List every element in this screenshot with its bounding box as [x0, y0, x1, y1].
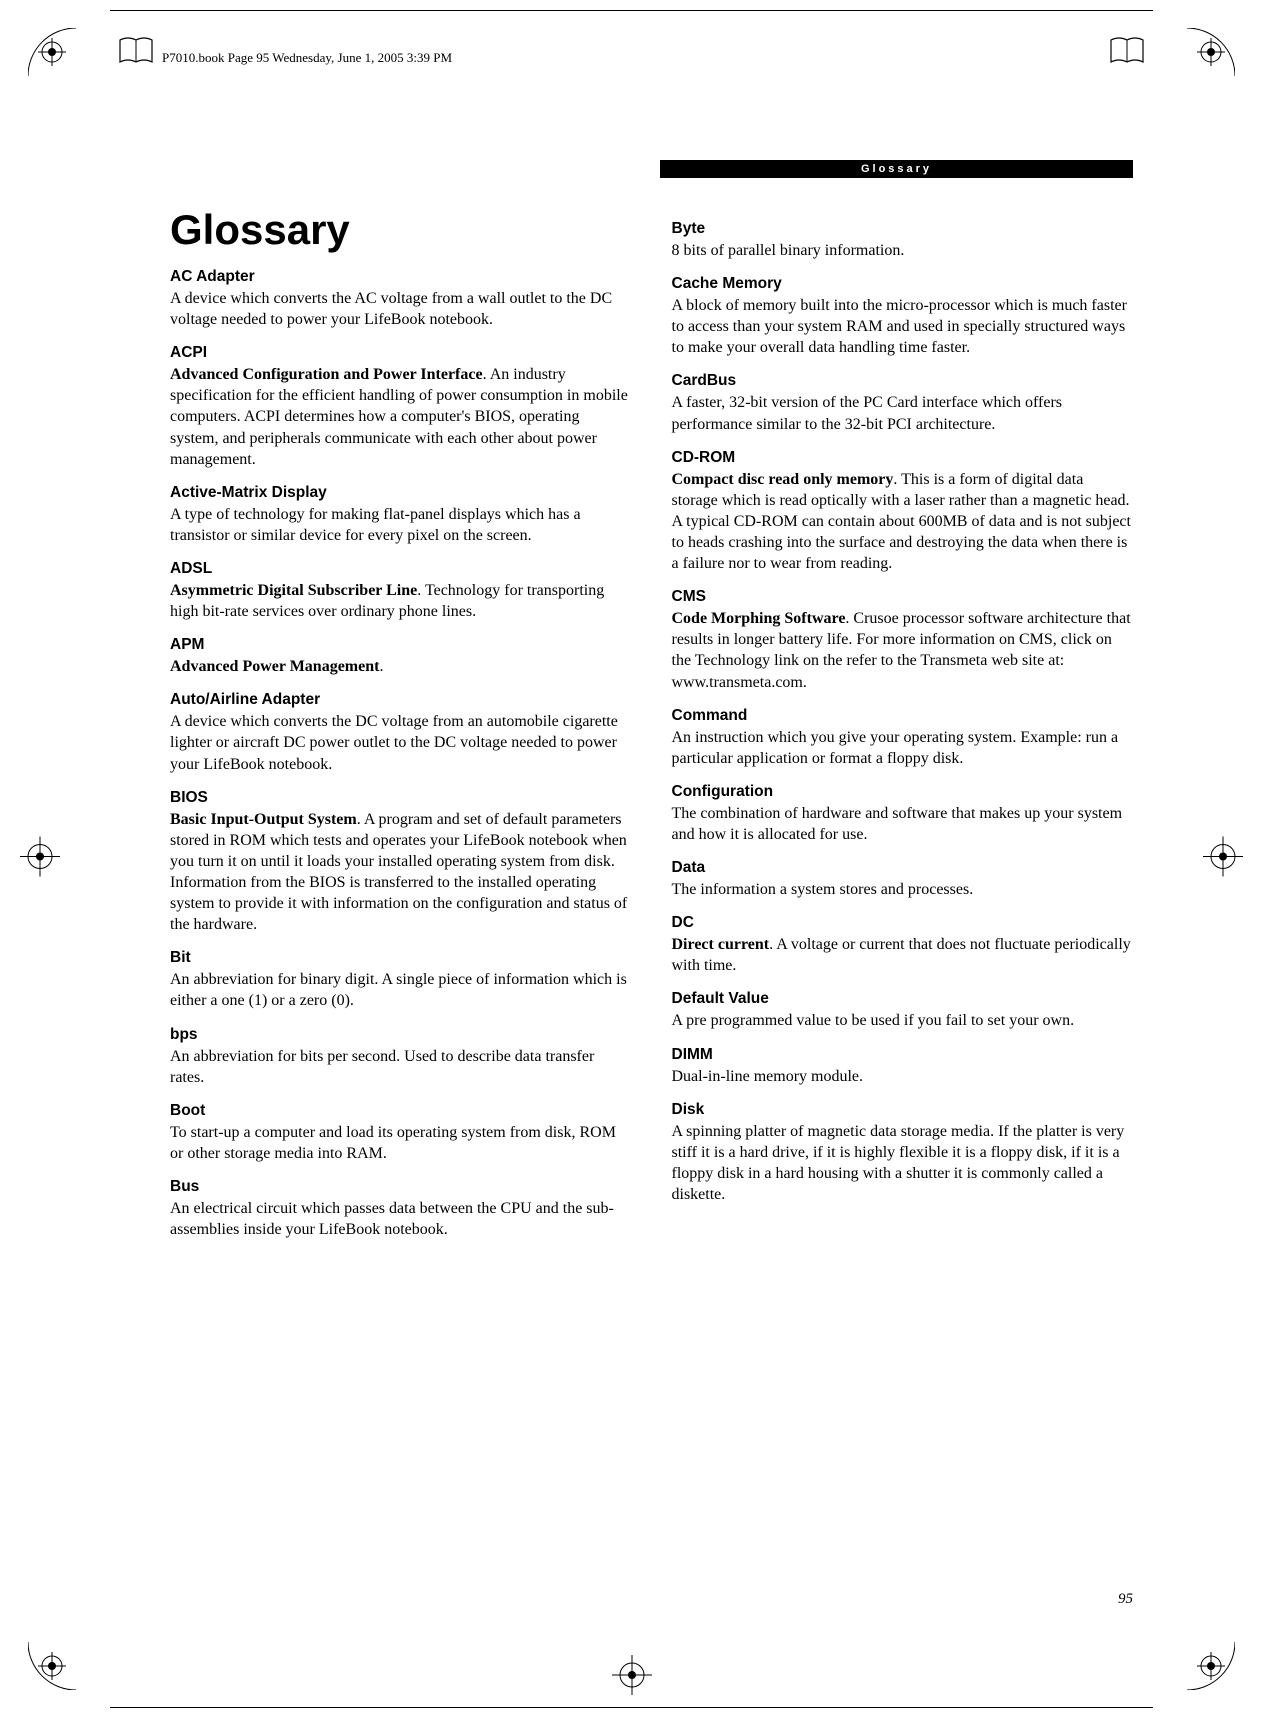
- crop-line-top: [110, 10, 1153, 11]
- glossary-definition: A block of memory built into the micro-p…: [672, 295, 1134, 358]
- glossary-lead: Advanced Power Management: [170, 658, 379, 675]
- glossary-term: CardBus: [672, 372, 1134, 390]
- glossary-term: Cache Memory: [672, 275, 1134, 293]
- glossary-definition: An abbreviation for bits per second. Use…: [170, 1046, 632, 1088]
- right-column: Byte 8 bits of parallel binary informatio…: [672, 206, 1134, 1242]
- glossary-definition: A device which converts the DC voltage f…: [170, 711, 632, 774]
- crop-corner-tl: [28, 28, 76, 76]
- glossary-definition: A type of technology for making flat-pan…: [170, 504, 632, 546]
- glossary-term: Disk: [672, 1101, 1134, 1119]
- book-icon: [118, 36, 154, 71]
- glossary-lead: Basic Input-Output System: [170, 811, 357, 828]
- glossary-definition: Basic Input-Output System. A program and…: [170, 809, 632, 936]
- glossary-definition: Asymmetric Digital Subscriber Line. Tech…: [170, 580, 632, 622]
- registration-mark-bottom: [610, 1653, 654, 1702]
- glossary-term: BIOS: [170, 789, 632, 807]
- glossary-definition: Direct current. A voltage or current tha…: [672, 934, 1134, 976]
- glossary-definition: A faster, 32-bit version of the PC Card …: [672, 392, 1134, 434]
- crop-line-bottom: [110, 1707, 1153, 1708]
- page: P7010.book Page 95 Wednesday, June 1, 20…: [0, 0, 1263, 1718]
- crop-corner-br: [1187, 1642, 1235, 1690]
- glossary-definition: The combination of hardware and software…: [672, 803, 1134, 845]
- glossary-term: Bus: [170, 1178, 632, 1196]
- left-column: Glossary AC Adapter A device which conver…: [170, 206, 632, 1242]
- glossary-term: Default Value: [672, 990, 1134, 1008]
- glossary-lead: Compact disc read only memory: [672, 471, 894, 488]
- glossary-lead: Direct current: [672, 936, 770, 953]
- glossary-term: APM: [170, 636, 632, 654]
- glossary-term: DC: [672, 914, 1134, 932]
- glossary-term: bps: [170, 1026, 632, 1044]
- glossary-definition: An electrical circuit which passes data …: [170, 1198, 632, 1240]
- glossary-definition: An abbreviation for binary digit. A sing…: [170, 969, 632, 1011]
- crop-corner-bl: [28, 1642, 76, 1690]
- glossary-term: Boot: [170, 1102, 632, 1120]
- crop-corner-tr: [1187, 28, 1235, 76]
- registration-mark-right: [1201, 835, 1245, 884]
- glossary-term: Data: [672, 859, 1134, 877]
- book-icon-right: [1109, 36, 1145, 71]
- glossary-term: Command: [672, 707, 1134, 725]
- glossary-term: ACPI: [170, 344, 632, 362]
- glossary-lead: Advanced Configuration and Power Interfa…: [170, 366, 483, 383]
- book-meta-line: P7010.book Page 95 Wednesday, June 1, 20…: [162, 50, 452, 66]
- glossary-definition: An instruction which you give your opera…: [672, 727, 1134, 769]
- glossary-term: Byte: [672, 220, 1134, 238]
- content-area: Glossary Glossary AC Adapter A device whi…: [170, 160, 1133, 1242]
- glossary-definition: To start-up a computer and load its oper…: [170, 1122, 632, 1164]
- section-header: Glossary: [660, 160, 1133, 178]
- glossary-definition: Code Morphing Software. Crusoe processor…: [672, 608, 1134, 692]
- glossary-term: Auto/Airline Adapter: [170, 691, 632, 709]
- glossary-definition: The information a system stores and proc…: [672, 879, 1134, 900]
- glossary-term: Configuration: [672, 783, 1134, 801]
- glossary-term: ADSL: [170, 560, 632, 578]
- glossary-definition: 8 bits of parallel binary information.: [672, 240, 1134, 261]
- page-number: 95: [1118, 1591, 1133, 1608]
- glossary-term: CD-ROM: [672, 449, 1134, 467]
- page-title: Glossary: [170, 206, 632, 254]
- glossary-definition: A spinning platter of magnetic data stor…: [672, 1121, 1134, 1205]
- glossary-term: Bit: [170, 949, 632, 967]
- glossary-definition: Compact disc read only memory. This is a…: [672, 469, 1134, 575]
- glossary-definition: A pre programmed value to be used if you…: [672, 1010, 1134, 1031]
- glossary-term: CMS: [672, 588, 1134, 606]
- glossary-definition: Advanced Configuration and Power Interfa…: [170, 364, 632, 470]
- columns: Glossary AC Adapter A device which conver…: [170, 206, 1133, 1242]
- registration-mark-left: [18, 835, 62, 884]
- glossary-term: DIMM: [672, 1046, 1134, 1064]
- glossary-lead: Code Morphing Software: [672, 610, 846, 627]
- glossary-term: Active-Matrix Display: [170, 484, 632, 502]
- glossary-def-text: .: [379, 658, 383, 675]
- glossary-lead: Asymmetric Digital Subscriber Line: [170, 582, 417, 599]
- glossary-definition: A device which converts the AC voltage f…: [170, 288, 632, 330]
- glossary-definition: Dual-in-line memory module.: [672, 1066, 1134, 1087]
- glossary-definition: Advanced Power Management.: [170, 656, 632, 677]
- glossary-def-text: . A program and set of default parameter…: [170, 811, 627, 934]
- glossary-term: AC Adapter: [170, 268, 632, 286]
